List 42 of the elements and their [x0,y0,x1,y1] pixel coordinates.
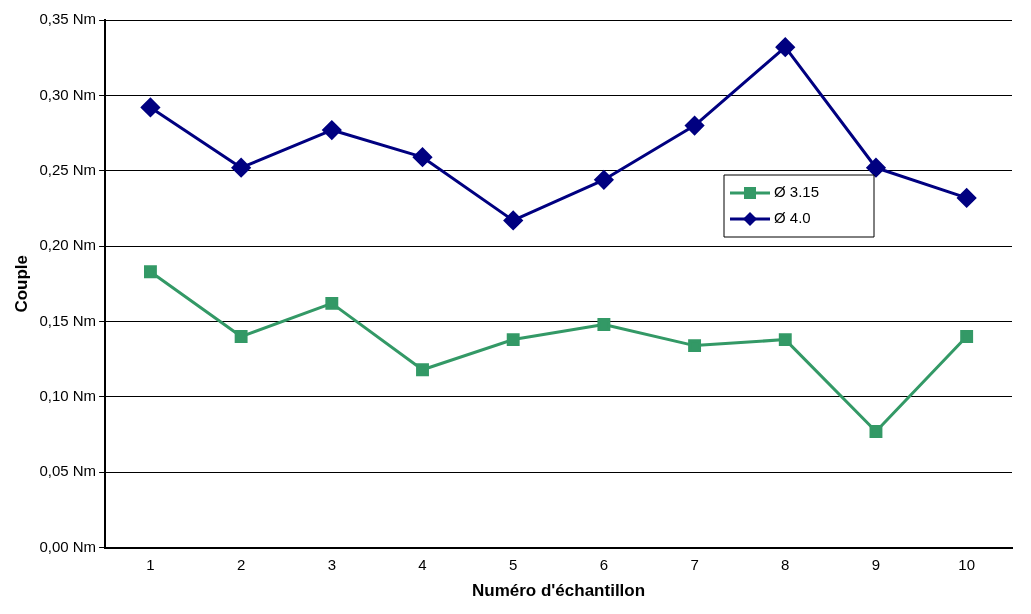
legend-label: Ø 4.0 [774,209,811,227]
y-tick-label: 0,30 Nm [39,85,97,103]
y-tick-label: 0,15 Nm [39,311,97,329]
x-tick-label: 9 [871,555,881,573]
point [957,188,977,208]
legend-label: Ø 3.15 [774,183,820,201]
point [775,37,795,57]
point [325,296,339,310]
point [688,339,702,353]
x-tick-label: 10 [958,555,975,573]
x-tick-label: 2 [236,555,246,573]
point [778,333,792,347]
y-axis-title: Couple [11,255,31,313]
point [143,265,157,279]
point [416,363,429,377]
point [506,333,520,347]
x-tick-label: 5 [509,555,518,573]
x-tick-label: 1 [146,555,155,573]
point [140,97,160,117]
y-tick-label: 0,25 Nm [39,160,97,178]
x-tick-label: 8 [781,555,790,573]
point [960,330,974,344]
y-tick-label: 0,20 Nm [39,236,97,254]
y-tick-label: 0,10 Nm [39,387,97,404]
point [685,116,705,136]
point [597,318,611,331]
point [231,158,251,178]
x-tick-label: 4 [418,555,427,573]
point [866,158,886,178]
point [322,120,342,140]
x-tick-label: 7 [690,555,699,573]
x-tick-label: 6 [599,555,609,573]
point [594,170,614,190]
point [869,425,883,438]
point [234,330,248,344]
point [503,210,523,230]
y-tick-label: 0,05 Nm [39,462,97,480]
x-axis-title: Numéro d'échantillon [471,581,646,601]
y-tick-label: 0,00 Nm [39,537,97,555]
point [413,147,433,167]
y-tick-label: 0,35 Nm [39,10,97,28]
x-tick-label: 3 [327,555,336,573]
